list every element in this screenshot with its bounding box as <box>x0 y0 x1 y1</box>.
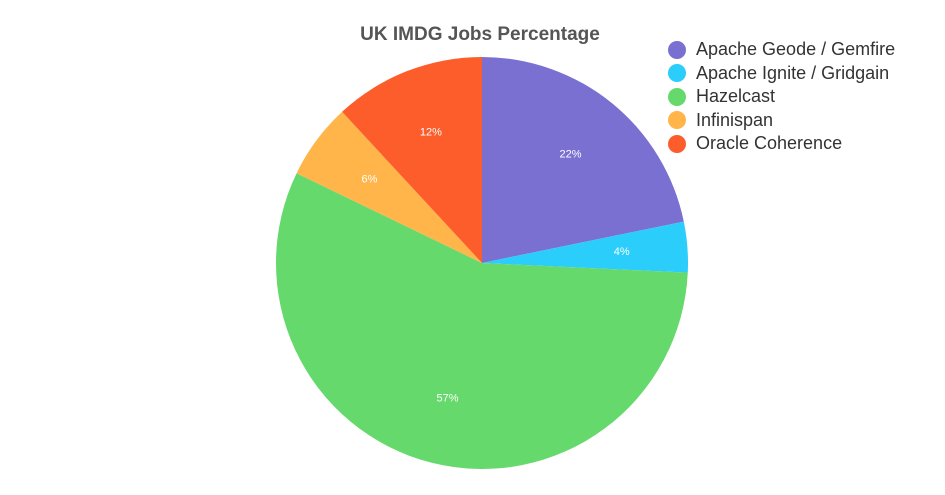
legend-item[interactable]: Oracle Coherence <box>668 132 895 156</box>
slice-label: 6% <box>361 174 377 186</box>
pie-slice-infinispan <box>296 111 482 264</box>
legend-label: Oracle Coherence <box>696 133 843 154</box>
legend-item[interactable]: Apache Geode / Gemfire <box>668 38 895 62</box>
legend-swatch-icon <box>668 87 686 106</box>
legend-swatch-icon <box>668 40 686 59</box>
legend-label: Apache Geode / Gemfire <box>696 39 896 60</box>
legend-item[interactable]: Hazelcast <box>668 85 895 109</box>
slice-label: 12% <box>420 126 442 138</box>
legend-swatch-icon <box>668 134 686 153</box>
slice-label: 22% <box>560 148 582 160</box>
legend-label: Hazelcast <box>696 86 776 107</box>
legend-label: Infinispan <box>696 109 774 130</box>
legend-item[interactable]: Infinispan <box>668 109 895 133</box>
slice-label: 57% <box>436 393 458 405</box>
legend-label: Apache Ignite / Gridgain <box>696 62 890 83</box>
pie-slice-apache-ignite-gridgain <box>482 221 688 273</box>
pie-slice-apache-geode-gemfire <box>482 57 684 263</box>
legend-swatch-icon <box>668 64 686 83</box>
legend-item[interactable]: Apache Ignite / Gridgain <box>668 62 895 86</box>
chart-legend: Apache Geode / Gemfire Apache Ignite / Gr… <box>668 38 895 156</box>
pie-slice-hazelcast <box>276 173 688 469</box>
chart-title: UK IMDG Jobs Percentage <box>360 24 600 45</box>
legend-swatch-icon <box>668 111 686 130</box>
pie-slice-oracle-coherence <box>342 57 482 263</box>
slice-label: 4% <box>614 246 630 258</box>
